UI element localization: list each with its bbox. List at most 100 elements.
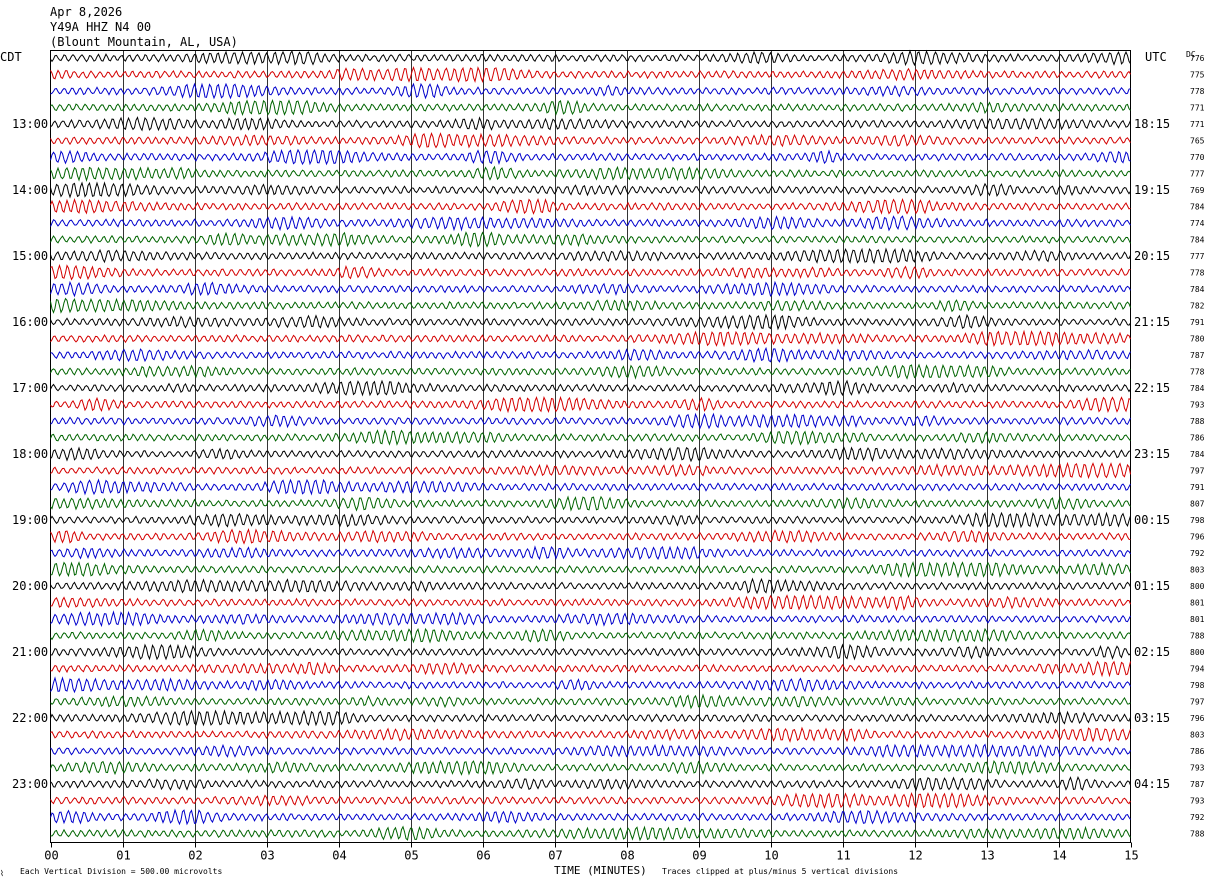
trace-line — [50, 478, 1131, 496]
right-hour-labels: 18:15 19:15 20:15 21:15 22:15 23:15 00:15 01:15… — [1134, 117, 1170, 791]
x-axis-ticks: 00 01 02 03 04 05 06 07 08 09 10 11 12 13 14 15 — [44, 842, 1139, 863]
x-tick-label: 07 — [548, 849, 562, 863]
dc-offset-label: 786 — [1190, 747, 1205, 756]
x-axis-label: TIME (MINUTES) — [554, 864, 647, 877]
x-tick-label: 09 — [692, 849, 706, 863]
trace-line — [50, 99, 1131, 117]
trace-line — [50, 660, 1131, 678]
dc-offset-labels: 776 775 778 771 771 765 770 777 769 784 774 784 777 7… — [1190, 54, 1205, 839]
trace-line — [50, 297, 1131, 314]
dc-offset-label: 784 — [1190, 236, 1205, 245]
clip-note: Traces clipped at plus/minus 5 vertical … — [662, 867, 898, 876]
x-tick-label: 13 — [980, 849, 994, 863]
left-hour-label: 22:00 — [12, 711, 48, 725]
dc-offset-label: 776 — [1190, 54, 1205, 63]
dc-offset-label: 803 — [1190, 566, 1205, 575]
trace-line — [50, 577, 1131, 595]
trace-line — [50, 395, 1131, 414]
right-hour-label: 20:15 — [1134, 249, 1170, 263]
left-hour-label: 14:00 — [12, 183, 48, 197]
dc-offset-label: 788 — [1190, 417, 1205, 426]
left-hour-label: 23:00 — [12, 777, 48, 791]
dc-offset-label: 769 — [1190, 186, 1205, 195]
trace-line — [50, 808, 1131, 826]
trace-line — [50, 627, 1131, 644]
trace-line — [50, 561, 1131, 579]
dc-offset-label: 791 — [1190, 483, 1205, 492]
trace-line — [50, 511, 1131, 529]
x-tick-label: 02 — [188, 849, 202, 863]
trace-line — [50, 231, 1131, 248]
trace-line — [50, 792, 1131, 809]
trace-line — [50, 412, 1131, 430]
trace-line — [50, 461, 1131, 480]
dc-offset-label: 786 — [1190, 434, 1205, 443]
left-hour-label: 17:00 — [12, 381, 48, 395]
trace-line — [50, 263, 1131, 281]
dc-offset-label: 784 — [1190, 285, 1205, 294]
right-timezone-label: UTC — [1145, 50, 1167, 64]
dc-offset-label: 798 — [1190, 681, 1205, 690]
right-hour-label: 01:15 — [1134, 579, 1170, 593]
grid-lines — [123, 50, 1060, 843]
left-hour-label: 18:00 — [12, 447, 48, 461]
dc-offset-label: 800 — [1190, 582, 1205, 591]
dc-offset-label: 796 — [1190, 714, 1205, 723]
left-hour-label: 19:00 — [12, 513, 48, 527]
dc-offset-label: 787 — [1190, 780, 1205, 789]
dc-offset-label: 798 — [1190, 516, 1205, 525]
trace-line — [50, 49, 1131, 67]
left-hour-label: 13:00 — [12, 117, 48, 131]
header-station: Y49A HHZ N4 00 — [50, 20, 151, 34]
trace-line — [50, 280, 1131, 298]
plot-frame — [50, 50, 1131, 843]
trace-line — [50, 825, 1131, 842]
dc-offset-label: 777 — [1190, 252, 1205, 261]
left-hour-labels: 13:00 14:00 15:00 16:00 17:00 18:00 19:00 20:00… — [12, 117, 48, 791]
right-hour-label: 00:15 — [1134, 513, 1170, 527]
x-tick-label: 14 — [1052, 849, 1066, 863]
dc-offset-label: 803 — [1190, 731, 1205, 740]
trace-line — [50, 165, 1131, 182]
trace-line — [50, 132, 1131, 149]
trace-line — [50, 743, 1131, 759]
dc-offset-label: 778 — [1190, 87, 1205, 96]
x-tick-label: 05 — [404, 849, 418, 863]
left-hour-label: 21:00 — [12, 645, 48, 659]
dc-offset-label: 775 — [1190, 71, 1205, 80]
trace-line — [50, 643, 1131, 661]
dc-offset-label: 774 — [1190, 219, 1205, 228]
scale-note: Each Vertical Division = 500.00 microvol… — [20, 867, 222, 876]
corner-mark: ⌇ — [0, 869, 4, 878]
trace-line — [50, 215, 1131, 232]
dc-offset-label: 780 — [1190, 335, 1205, 344]
x-tick-label: 03 — [260, 849, 274, 863]
x-tick-label: 15 — [1124, 849, 1138, 863]
trace-line — [50, 495, 1131, 512]
dc-offset-label: 787 — [1190, 351, 1205, 360]
trace-line — [50, 709, 1131, 727]
trace-line — [50, 363, 1131, 380]
trace-line — [50, 429, 1131, 446]
trace-line — [50, 247, 1131, 265]
dc-offset-label: 793 — [1190, 797, 1205, 806]
dc-offset-label: 778 — [1190, 368, 1205, 377]
dc-offset-label: 793 — [1190, 401, 1205, 410]
trace-line — [50, 759, 1131, 776]
trace-line — [50, 726, 1131, 743]
dc-offset-label: 777 — [1190, 170, 1205, 179]
trace-line — [50, 329, 1131, 348]
dc-offset-label: 782 — [1190, 302, 1205, 311]
dc-offset-label: 792 — [1190, 549, 1205, 558]
dc-offset-label: 788 — [1190, 830, 1205, 839]
trace-line — [50, 676, 1131, 694]
right-hour-label: 03:15 — [1134, 711, 1170, 725]
x-tick-label: 08 — [620, 849, 634, 863]
dc-offset-label: 771 — [1190, 120, 1205, 129]
left-hour-label: 15:00 — [12, 249, 48, 263]
dc-header-label: DC — [1186, 50, 1196, 59]
seismic-traces — [50, 49, 1131, 842]
dc-offset-label: 793 — [1190, 764, 1205, 773]
dc-offset-label: 800 — [1190, 648, 1205, 657]
